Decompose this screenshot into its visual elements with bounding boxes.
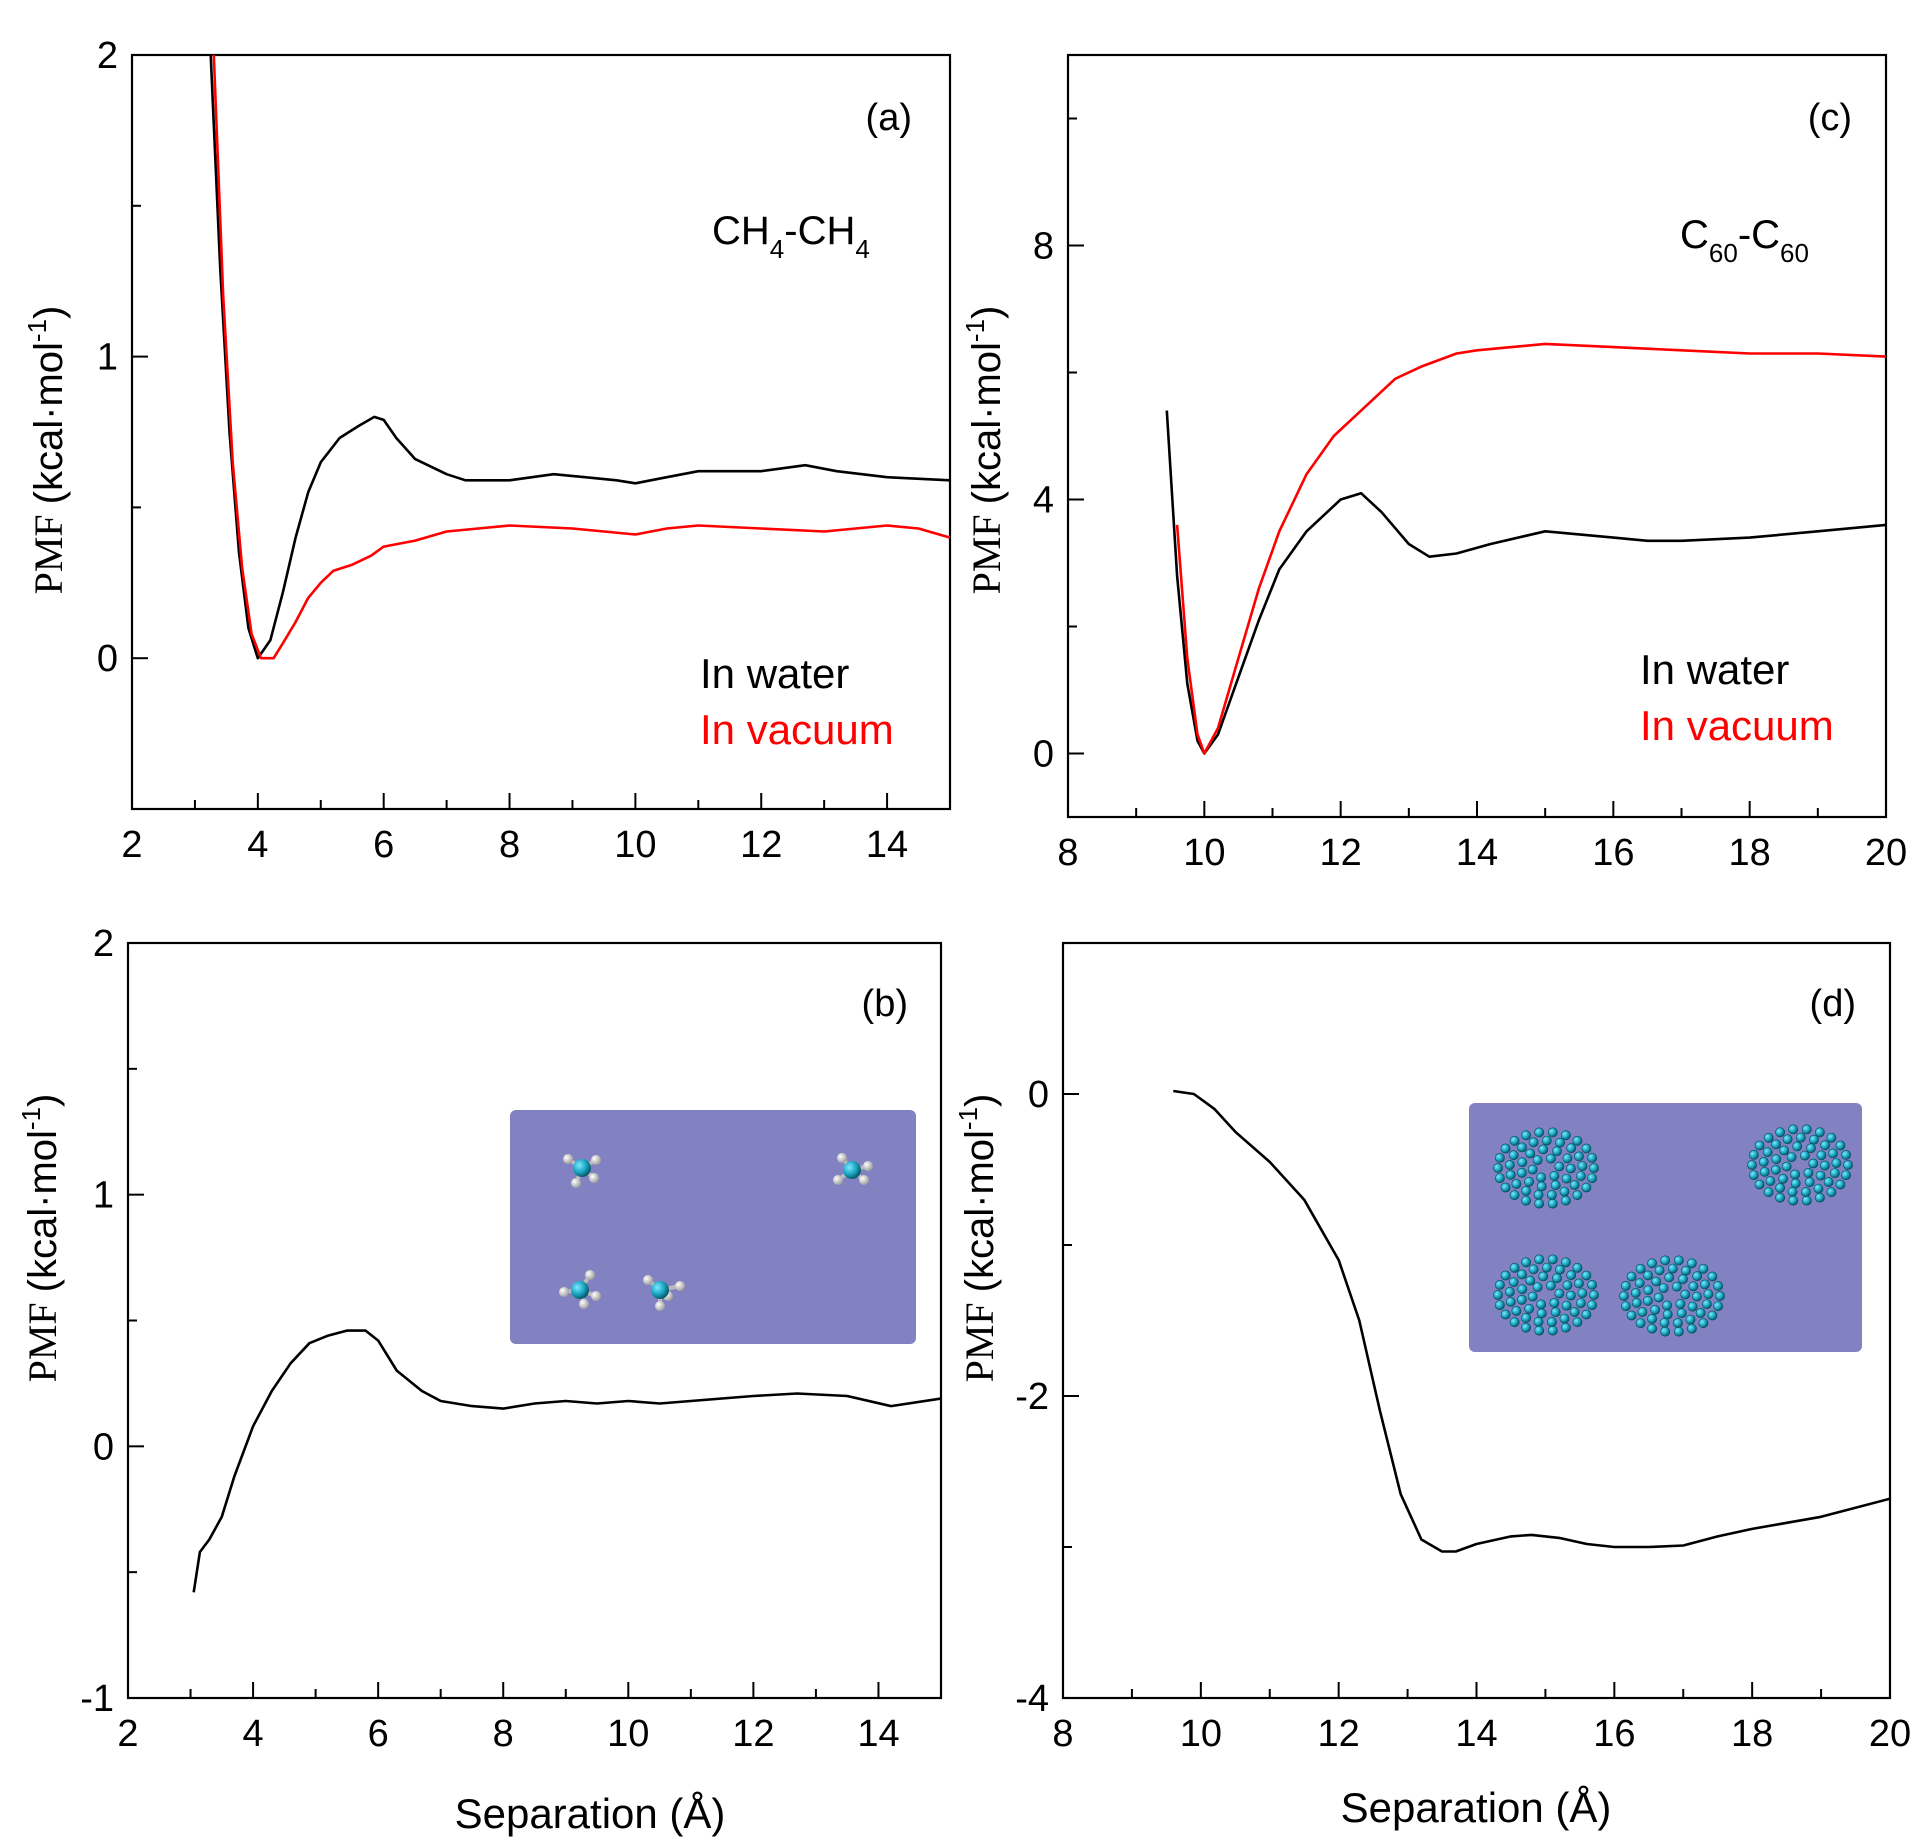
x-tick-label: 16 <box>1593 1713 1635 1755</box>
x-tick-label: 14 <box>866 824 908 866</box>
y-tick-label: 0 <box>1028 1074 1049 1116</box>
x-tick-label: 12 <box>1318 1713 1360 1755</box>
x-tick-label: 8 <box>493 1713 514 1755</box>
svg-text:PMF(kcal·mol-1): PMF(kcal·mol-1) <box>953 1094 1002 1383</box>
x-tick-label: 6 <box>368 1713 389 1755</box>
x-axis-a: 2 4 6 8 10 12 14 <box>121 793 951 866</box>
y-tick-label: -1 <box>80 1678 114 1720</box>
y-tick-label: 2 <box>93 923 114 965</box>
y-tick-label: 1 <box>97 337 118 379</box>
x-axis-b: 2 4 6 8 10 12 14 <box>117 1682 942 1755</box>
x-tick-label: 18 <box>1729 832 1771 874</box>
legend-entry-vacuum: In vacuum <box>700 706 894 753</box>
x-tick-label: 2 <box>117 1713 138 1755</box>
molecule-pair-label-a: CH4-CH4 <box>712 209 870 264</box>
methane-molecule-icon <box>563 1154 601 1188</box>
x-tick-label: 8 <box>499 824 520 866</box>
x-tick-label: 14 <box>1456 832 1498 874</box>
x-tick-label: 2 <box>121 824 142 866</box>
series-line-in-water <box>209 55 950 660</box>
x-tick-label: 10 <box>607 1713 649 1755</box>
legend-a: In water In vacuum <box>700 650 894 753</box>
legend-entry-vacuum: In vacuum <box>1640 702 1834 749</box>
y-tick-label: 4 <box>1033 480 1054 522</box>
plot-frame-a <box>130 53 952 811</box>
y-axis-label-c: PMF(kcal·mol-1) <box>960 306 1009 595</box>
x-tick-label: 8 <box>1052 1713 1073 1755</box>
x-tick-label: 12 <box>1320 832 1362 874</box>
x-tick-label: 10 <box>1180 1713 1222 1755</box>
x-tick-label: 14 <box>1455 1713 1497 1755</box>
y-axis-d: -4 -2 0 <box>1015 942 1079 1720</box>
x-tick-label: 14 <box>857 1713 899 1755</box>
x-tick-label: 16 <box>1592 832 1634 874</box>
x-tick-label: 20 <box>1865 832 1907 874</box>
inset-fullerene <box>1469 1103 1862 1352</box>
y-axis-a: 0 1 2 <box>97 35 148 810</box>
series-line-pmf <box>1173 1089 1890 1553</box>
x-tick-label: 18 <box>1731 1713 1773 1755</box>
inset-methane <box>510 1110 916 1344</box>
series-line-in-vacuum <box>1175 342 1886 755</box>
panel-label-b: (b) <box>862 983 908 1025</box>
fullerene-molecule-icon <box>1619 1255 1725 1337</box>
fullerene-molecule-icon <box>1493 1254 1599 1336</box>
series-line-in-vacuum <box>212 55 950 660</box>
series-line-pmf <box>192 1329 941 1593</box>
x-axis-label-b: Separation (Å) <box>455 1790 726 1837</box>
y-tick-label: 1 <box>93 1175 114 1217</box>
methane-molecule-icon <box>833 1153 873 1185</box>
x-tick-label: 10 <box>1183 832 1225 874</box>
methane-molecule-icon <box>643 1275 685 1311</box>
chart-panel-c: 8 10 12 14 16 18 20 0 4 8 (c) C60-C60 In water I… <box>960 53 1907 874</box>
methane-molecule-icon <box>559 1270 601 1309</box>
x-axis-d: 8 10 12 14 16 18 20 <box>1052 1682 1911 1755</box>
x-tick-label: 8 <box>1057 832 1078 874</box>
svg-text:PMF(kcal·mol-1): PMF(kcal·mol-1) <box>960 306 1009 595</box>
y-axis-b: -1 0 1 2 <box>80 923 144 1720</box>
y-tick-label: 2 <box>97 35 118 77</box>
y-axis-label-b: PMF(kcal·mol-1) <box>16 1094 65 1383</box>
x-tick-label: 6 <box>373 824 394 866</box>
x-tick-label: 4 <box>243 1713 264 1755</box>
chart-panel-a: 2 4 6 8 10 12 14 012 (a) CH4-CH4 In water In v… <box>22 35 952 866</box>
y-tick-label: 0 <box>97 638 118 680</box>
y-axis-label-d: PMF(kcal·mol-1) <box>953 1094 1002 1383</box>
y-tick-label: 8 <box>1033 226 1054 268</box>
inset-background <box>510 1110 916 1344</box>
x-axis-c: 8 10 12 14 16 18 20 <box>1057 801 1907 874</box>
svg-text:PMF(kcal·mol-1): PMF(kcal·mol-1) <box>16 1094 65 1383</box>
y-axis-label-a: PMF(kcal·mol-1) <box>22 306 71 595</box>
fullerene-molecule-icon <box>1493 1127 1599 1209</box>
fullerene-molecule-icon <box>1747 1124 1853 1206</box>
panel-label-a: (a) <box>866 97 912 139</box>
y-tick-label: -4 <box>1015 1678 1049 1720</box>
legend-c: In water In vacuum <box>1640 646 1834 749</box>
x-tick-label: 4 <box>247 824 268 866</box>
x-tick-label: 12 <box>732 1713 774 1755</box>
x-tick-label: 20 <box>1869 1713 1911 1755</box>
x-tick-label: 10 <box>614 824 656 866</box>
svg-text:PMF(kcal·mol-1): PMF(kcal·mol-1) <box>22 306 71 595</box>
x-tick-label: 12 <box>740 824 782 866</box>
y-tick-label: -2 <box>1015 1376 1049 1418</box>
legend-entry-water: In water <box>1640 646 1789 693</box>
molecule-pair-label-c: C60-C60 <box>1680 213 1809 268</box>
y-tick-label: 0 <box>93 1426 114 1468</box>
y-tick-label: 0 <box>1033 734 1054 776</box>
panel-label-c: (c) <box>1808 97 1852 139</box>
legend-entry-water: In water <box>700 650 849 697</box>
x-axis-label-d: Separation (Å) <box>1341 1784 1612 1831</box>
chart-panel-d: 8 10 12 14 16 18 20 -4-20 (d) PMF(kcal·mol-1) … <box>953 941 1911 1831</box>
y-axis-c: 0 4 8 <box>1033 117 1084 776</box>
panel-label-d: (d) <box>1810 983 1856 1025</box>
